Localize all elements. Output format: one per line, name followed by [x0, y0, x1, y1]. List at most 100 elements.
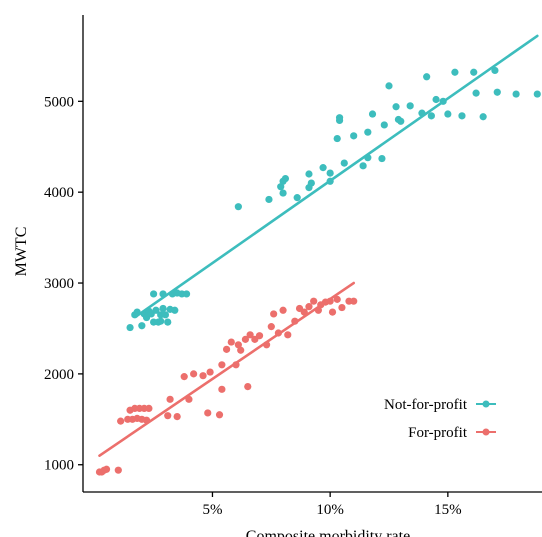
- data-point: [328, 308, 337, 316]
- data-point: [138, 322, 146, 330]
- data-point: [364, 128, 372, 136]
- y-tick-label: 3000: [44, 276, 74, 292]
- data-point: [423, 73, 431, 81]
- x-tick-label: 15%: [434, 502, 462, 518]
- data-point: [335, 116, 344, 124]
- data-point: [293, 194, 301, 202]
- data-point: [145, 404, 153, 413]
- data-point: [491, 66, 499, 75]
- data-point: [255, 332, 264, 340]
- data-point: [159, 304, 167, 313]
- data-point: [182, 290, 191, 298]
- x-axis-ticks: 5% 10% 15%: [202, 492, 462, 518]
- series-not-for-profit: [126, 34, 541, 332]
- data-point: [310, 297, 318, 305]
- data-point: [385, 82, 393, 90]
- data-point: [218, 385, 226, 393]
- legend-key-dot-not-for-profit: [482, 400, 490, 408]
- data-point: [305, 303, 313, 311]
- legend-label-for-profit: For-profit: [408, 425, 468, 441]
- data-point: [164, 318, 172, 326]
- data-point: [180, 373, 188, 381]
- data-point: [472, 89, 480, 97]
- data-point: [307, 179, 315, 187]
- data-point: [152, 306, 160, 314]
- data-point: [380, 121, 388, 129]
- data-point: [234, 203, 242, 211]
- data-point: [512, 90, 520, 98]
- series-for-profit: [95, 281, 358, 476]
- y-tick-label: 1000: [44, 458, 74, 474]
- x-axis-title: Composite morbidity rate: [246, 528, 410, 537]
- data-point: [479, 113, 487, 121]
- legend-key-dot-for-profit: [482, 428, 490, 436]
- data-point: [533, 90, 541, 98]
- data-point: [215, 411, 224, 419]
- data-point: [114, 466, 122, 474]
- data-point: [246, 331, 254, 339]
- data-point: [427, 112, 435, 120]
- y-tick-label: 4000: [44, 185, 74, 201]
- data-point: [392, 103, 400, 111]
- data-point: [173, 412, 181, 421]
- x-tick-label: 5%: [202, 502, 222, 518]
- data-point: [199, 372, 207, 380]
- data-point: [432, 95, 440, 104]
- data-point: [444, 110, 452, 118]
- data-point: [150, 290, 158, 298]
- data-point: [270, 310, 278, 318]
- legend: Not-for-profit For-profit: [384, 397, 496, 441]
- data-point: [166, 395, 174, 403]
- y-axis-ticks: 1000 2000 3000 4000 5000: [44, 94, 83, 474]
- data-point: [218, 361, 226, 369]
- data-point: [458, 112, 466, 120]
- data-point: [157, 317, 165, 325]
- x-tick-label: 10%: [316, 502, 344, 518]
- data-point: [281, 174, 290, 183]
- trend-line: [98, 281, 355, 457]
- trend-line: [135, 34, 539, 318]
- data-point: [237, 346, 245, 354]
- data-point: [161, 311, 169, 319]
- data-point: [397, 117, 405, 125]
- data-point: [305, 170, 313, 178]
- data-point: [368, 110, 377, 118]
- legend-label-not-for-profit: Not-for-profit: [384, 397, 468, 413]
- data-point: [126, 323, 134, 332]
- plot-area: 1000 2000 3000 4000 5000 5% 10% 15%: [44, 15, 542, 518]
- y-tick-label: 5000: [44, 94, 74, 110]
- data-point: [350, 132, 358, 140]
- data-point: [265, 195, 273, 204]
- data-point: [284, 331, 292, 339]
- data-point: [279, 189, 287, 197]
- data-point: [117, 417, 125, 425]
- data-point: [340, 159, 348, 167]
- data-point: [378, 154, 386, 163]
- data-point: [451, 68, 459, 76]
- series-layer: [95, 34, 541, 476]
- data-point: [234, 341, 242, 349]
- y-tick-label: 2000: [44, 367, 74, 383]
- data-point: [470, 68, 478, 76]
- data-point: [244, 383, 252, 391]
- y-axis-title: MWTC: [13, 227, 30, 277]
- data-point: [206, 368, 214, 376]
- data-point: [359, 162, 367, 170]
- data-point: [267, 323, 275, 331]
- data-point: [326, 169, 334, 177]
- data-point: [102, 465, 111, 473]
- data-point: [227, 338, 235, 346]
- data-point: [241, 335, 250, 343]
- data-point: [164, 412, 172, 420]
- data-point: [333, 295, 341, 303]
- data-point: [279, 306, 287, 314]
- data-point: [338, 303, 346, 312]
- data-point: [350, 297, 358, 305]
- data-point: [493, 88, 501, 96]
- data-point: [222, 345, 231, 353]
- data-point: [277, 183, 285, 191]
- data-point: [319, 164, 327, 172]
- data-point: [171, 306, 179, 314]
- data-point: [333, 134, 341, 143]
